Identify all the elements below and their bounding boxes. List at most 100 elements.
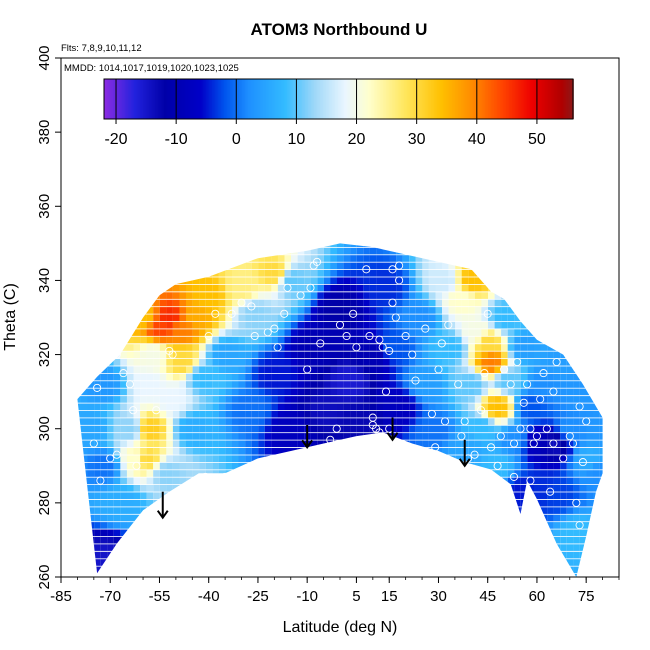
- heat-cell: [376, 366, 383, 373]
- heat-cell: [219, 581, 226, 588]
- heat-cell: [494, 307, 502, 314]
- heat-cell: [277, 243, 285, 247]
- heat-cell: [107, 507, 114, 514]
- heat-cell: [317, 455, 324, 462]
- heat-cell: [337, 336, 344, 344]
- heat-cell: [232, 270, 239, 277]
- heat-cell: [304, 314, 311, 322]
- heat-cell: [435, 514, 443, 522]
- heat-cell: [153, 396, 160, 403]
- heat-cell: [593, 359, 600, 366]
- heat-cell: [271, 403, 278, 411]
- observation-marker: [536, 395, 545, 404]
- heat-cell: [514, 551, 521, 559]
- colorbar-swatch: [111, 79, 114, 119]
- heat-cell: [350, 559, 357, 566]
- heat-cell: [277, 529, 285, 537]
- heat-cell: [94, 314, 101, 322]
- heat-cell: [514, 381, 521, 388]
- heat-cell: [68, 366, 75, 373]
- heat-cell: [501, 366, 508, 373]
- heat-cell: [146, 485, 154, 492]
- heat-cell: [330, 507, 337, 514]
- heat-cell: [193, 581, 200, 588]
- heat-cell: [172, 277, 180, 284]
- heat-cell: [166, 551, 173, 559]
- heat-cell: [402, 418, 410, 425]
- heat-cell: [87, 344, 95, 351]
- heat-cell: [533, 255, 541, 262]
- heat-cell: [133, 485, 141, 492]
- heat-cell: [494, 243, 502, 247]
- heat-cell: [277, 522, 285, 529]
- heat-cell: [304, 344, 311, 351]
- heat-cell: [376, 559, 383, 566]
- heat-cell: [474, 321, 482, 329]
- heat-cell: [442, 314, 449, 322]
- heat-cell: [271, 336, 278, 344]
- heat-cell: [428, 514, 436, 522]
- heat-cell: [337, 448, 344, 455]
- heat-cell: [212, 403, 219, 411]
- heat-cell: [199, 277, 206, 284]
- heat-cell: [140, 292, 147, 299]
- heat-cell: [258, 581, 265, 588]
- y-tick-label: 320: [36, 342, 53, 367]
- colorbar-swatch: [177, 79, 180, 119]
- heat-cell: [166, 366, 173, 373]
- heat-cell: [547, 344, 554, 351]
- heat-cell: [218, 462, 226, 470]
- heat-cell: [140, 329, 147, 336]
- heat-cell: [68, 263, 75, 270]
- heat-cell: [356, 455, 364, 462]
- heat-cell: [251, 373, 259, 381]
- heat-cell: [81, 551, 88, 559]
- heat-cell: [409, 344, 416, 351]
- heat-cell: [474, 388, 482, 396]
- heat-cell: [474, 559, 482, 566]
- heat-cell: [455, 566, 462, 574]
- heat-cell: [356, 522, 364, 529]
- heat-cell: [192, 499, 200, 507]
- heat-cell: [547, 381, 554, 388]
- heat-cell: [579, 255, 587, 262]
- heat-cell: [107, 243, 114, 247]
- heat-cell: [337, 581, 344, 588]
- heat-cell: [113, 485, 121, 492]
- heat-cell: [415, 410, 423, 418]
- heat-cell: [100, 262, 108, 270]
- heat-cell: [586, 477, 594, 485]
- heat-cell: [284, 522, 292, 529]
- heat-cell: [160, 233, 167, 240]
- heat-cell: [225, 433, 232, 440]
- heat-cell: [448, 366, 456, 373]
- heat-cell: [520, 292, 528, 299]
- heat-cell: [547, 448, 554, 455]
- heat-cell: [383, 351, 390, 359]
- heat-cell: [389, 381, 397, 388]
- colorbar-swatch: [509, 79, 511, 119]
- heat-cell: [586, 329, 594, 336]
- heat-cell: [199, 418, 206, 425]
- heat-cell: [285, 233, 292, 240]
- heat-cell: [120, 507, 127, 514]
- heat-cell: [113, 366, 121, 373]
- heat-cell: [488, 396, 495, 403]
- colorbar-swatch: [459, 79, 462, 119]
- heat-cell: [323, 485, 331, 492]
- heat-cell: [579, 440, 587, 448]
- heat-cell: [245, 514, 252, 522]
- heat-cell: [225, 551, 232, 559]
- heat-cell: [494, 344, 502, 351]
- heat-cell: [606, 507, 613, 514]
- colorbar-swatch: [543, 79, 546, 119]
- heat-cell: [330, 321, 337, 329]
- observation-marker: [306, 283, 315, 292]
- heat-cell: [271, 344, 278, 351]
- heat-cell: [166, 522, 173, 529]
- heat-cell: [153, 514, 160, 522]
- heat-cell: [455, 499, 462, 507]
- heat-cell: [304, 418, 311, 425]
- heat-cell: [212, 284, 219, 292]
- heat-cell: [507, 314, 515, 322]
